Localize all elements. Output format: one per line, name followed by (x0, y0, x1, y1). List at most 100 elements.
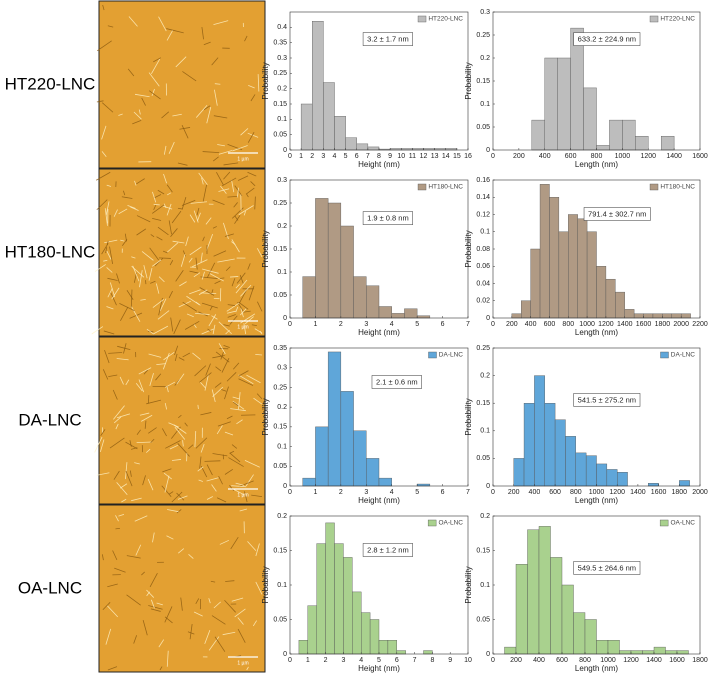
x-tick-label: 800 (562, 321, 574, 328)
x-tick-label: 1600 (636, 321, 652, 328)
fiber (186, 313, 194, 318)
fiber (175, 270, 184, 282)
x-tick-label: 1000 (579, 321, 595, 328)
fiber (154, 257, 164, 267)
fiber (177, 162, 188, 166)
fiber (96, 100, 104, 103)
bar (530, 248, 541, 319)
fiber (132, 120, 142, 125)
x-tick-label: 400 (539, 153, 551, 160)
x-tick-label: 200 (508, 489, 520, 496)
bar (315, 198, 329, 319)
fiber (166, 203, 172, 216)
fiber (109, 282, 116, 298)
fiber (144, 420, 147, 429)
fiber (181, 197, 187, 210)
fiber (126, 594, 141, 606)
fiber (226, 372, 237, 382)
fiber (212, 199, 225, 205)
fiber (113, 405, 125, 420)
fiber (231, 444, 238, 449)
bar (521, 300, 531, 319)
fiber (149, 573, 158, 588)
x-tick-label: 1400 (617, 321, 633, 328)
fiber (246, 666, 249, 671)
fiber (143, 369, 149, 375)
x-tick-label: 14 (442, 153, 450, 160)
fiber (221, 389, 227, 392)
bar (633, 313, 644, 319)
fiber (179, 127, 191, 130)
bar (423, 650, 433, 655)
x-tick-label: 10 (464, 657, 472, 664)
fiber (171, 210, 182, 224)
fiber (123, 190, 126, 196)
y-tick-label: 0.05 (273, 132, 287, 139)
fiber (216, 497, 227, 503)
fiber (107, 583, 118, 588)
y-tick-label: 0.1 (480, 229, 490, 236)
fiber (232, 362, 240, 370)
fiber (101, 102, 114, 113)
y-axis-label: Probability (261, 398, 270, 435)
x-axis-label: Length (nm) (575, 496, 618, 505)
bar (378, 477, 392, 487)
histogram: 0 1 2 3 4 5 6 7 0 0.05 0.1 0.15 0.2 0.25 0.3 0.35 Height… (261, 345, 470, 505)
fiber (175, 56, 187, 68)
x-tick-label: 600 (565, 153, 577, 160)
fiber (174, 426, 186, 440)
x-tick-label: 400 (529, 489, 541, 496)
fiber (223, 344, 230, 348)
bar (570, 27, 584, 151)
x-tick-label: 3 (321, 153, 325, 160)
fiber (91, 326, 104, 335)
x-tick-label: 2000 (673, 321, 689, 328)
fiber (113, 470, 120, 480)
y-tick-label: 0.02 (476, 298, 490, 305)
fiber (150, 438, 155, 444)
fiber (164, 606, 173, 623)
fiber (103, 330, 115, 335)
fiber (243, 323, 247, 335)
fiber (176, 373, 185, 385)
bar (544, 57, 558, 151)
fiber (146, 399, 162, 405)
legend-swatch (427, 519, 437, 527)
y-tick-label: 0.2 (480, 372, 490, 379)
fiber (189, 270, 199, 274)
fiber (244, 316, 254, 325)
x-tick-label: 0 (491, 657, 495, 664)
fiber (195, 257, 198, 270)
fiber (104, 208, 108, 226)
fiber (126, 290, 134, 300)
bar (642, 650, 655, 655)
x-tick-label: 9 (448, 657, 452, 664)
scale-bar-label: 1 µm (237, 492, 248, 498)
x-tick-label: 12 (420, 153, 428, 160)
fiber (138, 379, 145, 393)
bar (617, 472, 628, 487)
fiber (133, 111, 142, 120)
bar (367, 146, 380, 151)
legend-swatch (417, 183, 427, 191)
fiber (247, 171, 257, 177)
fiber (94, 264, 106, 272)
bar (606, 469, 618, 487)
fiber (130, 305, 141, 322)
x-tick-label: 2 (339, 321, 343, 328)
fiber (253, 397, 263, 405)
bar (527, 529, 540, 655)
x-tick-label: 9 (388, 153, 392, 160)
fiber (149, 373, 154, 387)
x-tick-label: 600 (544, 321, 556, 328)
fiber (237, 617, 244, 625)
fiber (202, 268, 219, 274)
image-background (98, 504, 266, 673)
fiber (161, 485, 172, 497)
bar (327, 351, 342, 487)
histogram: 0 200 400 600 800 1000 1200 1400 1600 1800 0 0.05 0.… (464, 513, 708, 673)
fiber (211, 57, 219, 66)
x-tick-label: 400 (525, 321, 537, 328)
fiber (107, 605, 119, 618)
